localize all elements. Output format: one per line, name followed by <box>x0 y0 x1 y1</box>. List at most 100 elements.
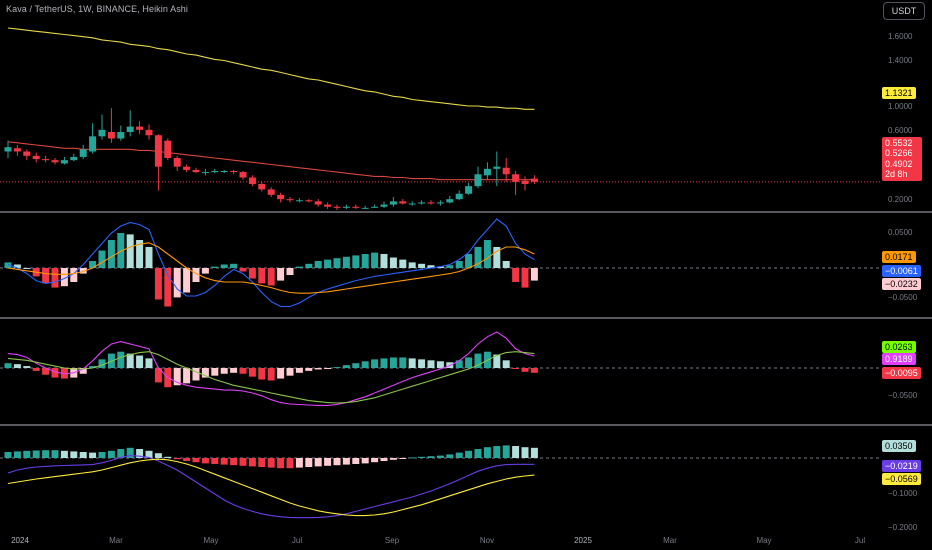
macd1-histogram-bar <box>446 265 454 268</box>
macd3-histogram-bar <box>89 452 97 458</box>
macd1-histogram-bar <box>342 256 350 268</box>
candle-body <box>286 199 294 201</box>
candle-body <box>145 129 153 136</box>
macd3-histogram-bar <box>183 458 191 461</box>
macd3-histogram-bar <box>530 447 538 458</box>
macd1-histogram-bar <box>286 268 294 275</box>
macd3-hist-badge: 0.0350 <box>882 440 916 452</box>
macd1-histogram-bar <box>483 240 491 268</box>
macd2-a-badge: 0.0263 <box>882 341 916 353</box>
candle-body <box>277 194 285 200</box>
macd2-histogram-bar <box>239 368 247 374</box>
macd2-histogram-bar <box>248 368 256 377</box>
time-label: Sep <box>384 536 400 545</box>
symbol-title: Kava / TetherUS, 1W, BINANCE, Heikin Ash… <box>6 4 189 14</box>
macd3-histogram-bar <box>126 447 134 458</box>
macd1-histogram-bar <box>60 268 68 287</box>
macd2-histogram-bar <box>389 357 397 368</box>
macd1-histogram-bar <box>295 266 303 268</box>
macd2-histogram-bar <box>493 354 501 368</box>
macd1-histogram-bar <box>389 257 397 268</box>
macd3-histogram-bar <box>258 458 266 467</box>
ma-value-badge: 1.1321 <box>882 87 916 99</box>
candle-body <box>333 206 341 208</box>
candle-body <box>13 148 21 152</box>
macd3-histogram-bar <box>436 455 444 458</box>
macd2-histogram-bar <box>145 358 153 368</box>
macd1-histogram-bar <box>89 261 97 268</box>
candle-body <box>324 204 332 207</box>
time-label: Mar <box>663 536 677 545</box>
macd3-line-a <box>7 455 535 519</box>
macd2-histogram-bar <box>436 361 444 368</box>
macd1-hist-badge: −0.0232 <box>882 278 921 290</box>
macd3-histogram-bar <box>324 458 332 466</box>
macd2-histogram-bar <box>530 368 538 373</box>
macd1-histogram-bar <box>455 261 463 268</box>
candle-body <box>136 126 144 130</box>
macd3-histogram-bar <box>79 452 87 458</box>
macd3-histogram-bar <box>51 450 59 458</box>
candle-body <box>530 178 538 182</box>
macd3-histogram-bar <box>380 458 388 461</box>
macd2-histogram-bar <box>465 357 473 368</box>
macd2-line-a <box>7 331 535 406</box>
indicator-tick: −0.1000 <box>888 489 918 498</box>
macd1-histogram-bar <box>502 261 510 268</box>
candle-body <box>483 168 491 176</box>
price-tick: 1.6000 <box>888 32 913 41</box>
candle-body <box>446 199 454 203</box>
macd2-histogram-bar <box>23 366 31 368</box>
countdown: 2d 8h <box>885 169 908 180</box>
candle-body <box>267 189 275 195</box>
macd1-line-a <box>7 218 535 308</box>
candle-body <box>98 129 106 137</box>
macd1-histogram-bar <box>521 268 529 288</box>
indicator-tick: −0.2000 <box>888 523 918 532</box>
price-tick: 0.6000 <box>888 126 913 135</box>
candle-body <box>248 177 256 184</box>
macd2-histogram-bar <box>342 365 350 368</box>
macd3-histogram-bar <box>164 456 172 458</box>
macd2-histogram-bar <box>455 360 463 368</box>
macd1-histogram-bar <box>371 252 379 268</box>
indicator-tick: −0.0500 <box>888 293 918 302</box>
macd2-histogram-bar <box>230 368 238 373</box>
macd1-histogram-bar <box>173 268 181 298</box>
candle-body <box>342 206 350 208</box>
macd3-histogram-bar <box>136 449 144 458</box>
macd3-histogram-bar <box>342 458 350 465</box>
macd1-histogram-bar <box>117 233 125 268</box>
macd2-histogram-bar <box>512 368 520 369</box>
candle-body <box>126 126 134 132</box>
time-label: May <box>756 536 772 545</box>
macd3-histogram-bar <box>286 458 294 469</box>
macd3-line-badge: −0.0219 <box>882 460 921 472</box>
candle-body <box>352 206 360 208</box>
macd1-histogram-bar <box>380 254 388 268</box>
macd3-histogram-bar <box>455 452 463 458</box>
macd3-histogram-bar <box>154 453 162 458</box>
candle-body <box>295 200 303 202</box>
candle-body <box>4 147 12 152</box>
candle-body <box>305 200 313 202</box>
macd2-histogram-bar <box>295 368 303 373</box>
macd3-histogram-bar <box>483 447 491 458</box>
ma-slow-line <box>7 27 535 110</box>
macd2-histogram-bar <box>267 368 275 381</box>
macd2-histogram-bar <box>42 368 50 375</box>
macd3-histogram-bar <box>145 450 153 458</box>
candle-body <box>418 202 426 204</box>
macd3-histogram-bar <box>248 458 256 467</box>
macd2-histogram-bar <box>211 368 219 376</box>
price-line-3: 0.4902 <box>885 158 913 169</box>
macd3-histogram-bar <box>408 457 416 459</box>
macd2-histogram-bar <box>333 367 341 369</box>
currency-button[interactable]: USDT <box>883 2 925 20</box>
macd1-histogram-bar <box>324 259 332 268</box>
macd1-histogram-bar <box>70 268 78 282</box>
macd1-histogram-bar <box>408 262 416 268</box>
time-label: Mar <box>109 536 123 545</box>
macd1-histogram-bar <box>418 263 426 268</box>
